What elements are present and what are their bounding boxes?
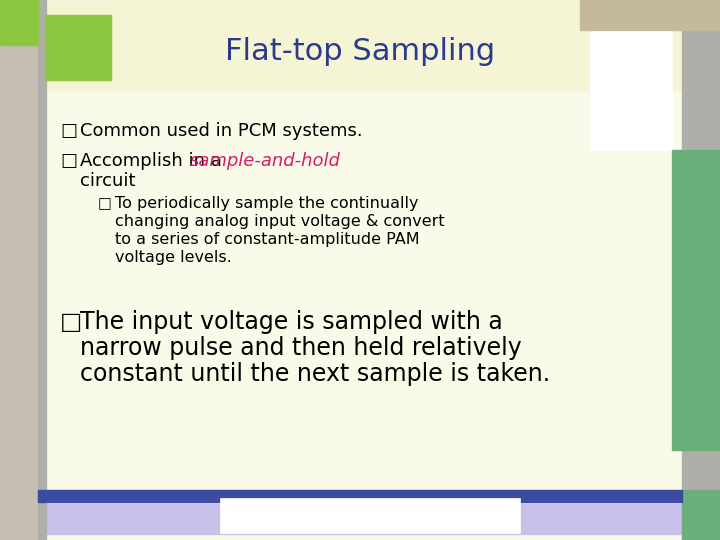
Bar — [46, 0, 682, 90]
Text: voltage levels.: voltage levels. — [115, 250, 232, 265]
Bar — [590, 30, 672, 150]
Text: The input voltage is sampled with a: The input voltage is sampled with a — [80, 310, 503, 334]
Text: to a series of constant-amplitude PAM: to a series of constant-amplitude PAM — [115, 232, 420, 247]
Bar — [38, 504, 682, 534]
Bar — [46, 15, 111, 80]
Bar — [682, 0, 720, 30]
Bar — [682, 0, 720, 540]
Text: □: □ — [60, 310, 82, 334]
Bar — [38, 0, 46, 540]
Bar — [580, 0, 682, 30]
Bar — [46, 0, 682, 540]
Text: □: □ — [60, 122, 77, 140]
Text: circuit: circuit — [80, 172, 135, 190]
Text: Accomplish in a: Accomplish in a — [80, 152, 228, 170]
Bar — [220, 498, 520, 533]
Bar — [672, 150, 682, 450]
Text: Flat-top Sampling: Flat-top Sampling — [225, 37, 495, 66]
Bar — [0, 0, 38, 45]
Text: □: □ — [60, 152, 77, 170]
Bar — [682, 490, 720, 540]
Bar — [682, 150, 720, 450]
Text: constant until the next sample is taken.: constant until the next sample is taken. — [80, 362, 550, 386]
Text: narrow pulse and then held relatively: narrow pulse and then held relatively — [80, 336, 522, 360]
Bar — [38, 490, 682, 502]
Text: □: □ — [98, 196, 112, 211]
Bar — [0, 0, 38, 540]
Text: changing analog input voltage & convert: changing analog input voltage & convert — [115, 214, 445, 229]
Text: sample-and-hold: sample-and-hold — [189, 152, 341, 170]
Text: Common used in PCM systems.: Common used in PCM systems. — [80, 122, 363, 140]
Text: To periodically sample the continually: To periodically sample the continually — [115, 196, 418, 211]
